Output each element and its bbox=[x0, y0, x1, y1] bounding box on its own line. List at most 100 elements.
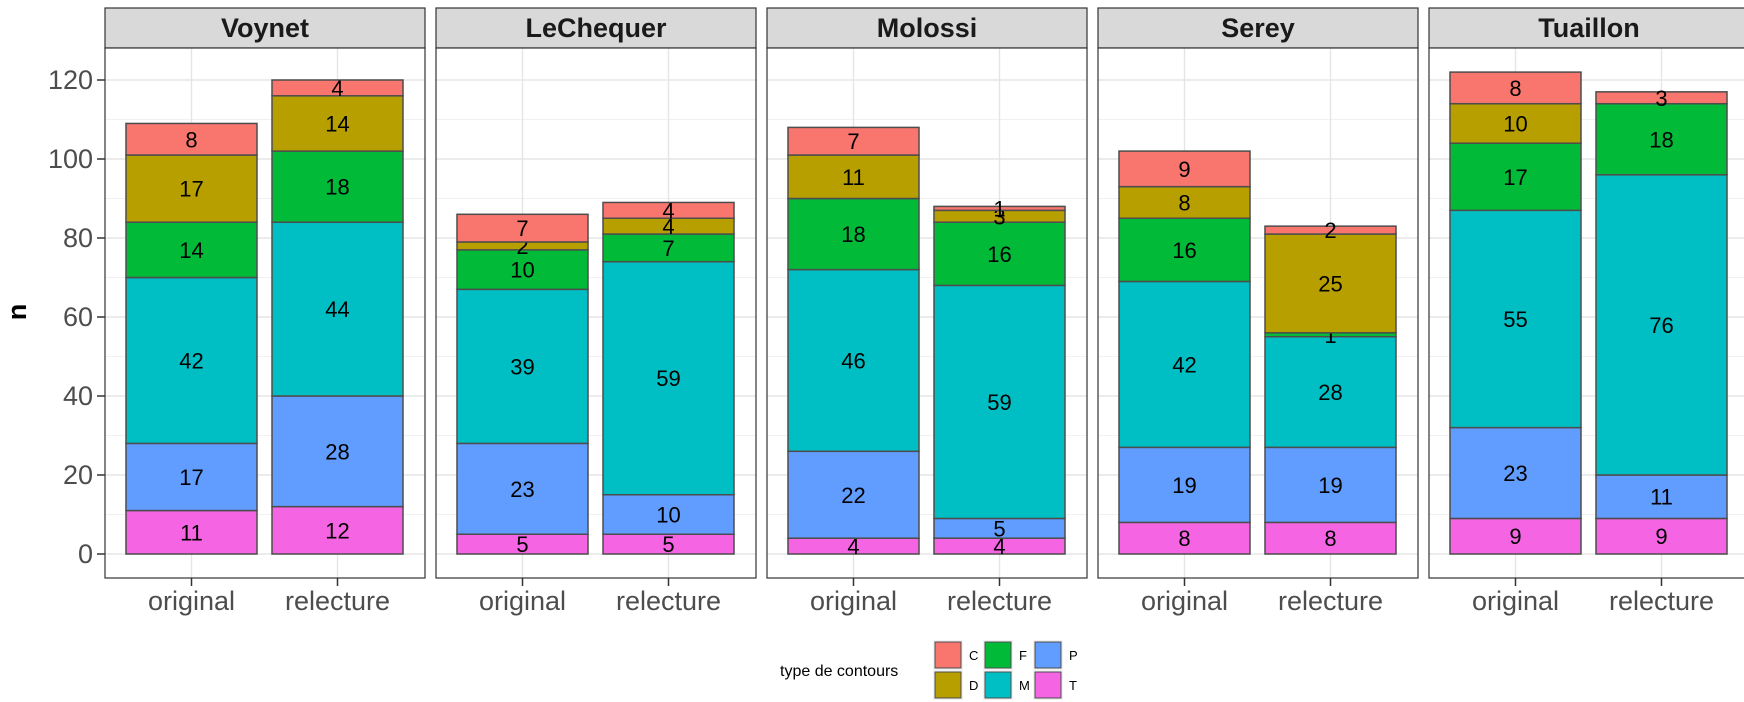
legend-key-label: F bbox=[1019, 648, 1027, 663]
bar-value-label: 2 bbox=[1324, 218, 1336, 243]
bar-value-label: 76 bbox=[1649, 313, 1673, 338]
bar-segment-M bbox=[1264, 336, 1397, 449]
legend-key-label: M bbox=[1019, 678, 1030, 693]
bar-segment-F bbox=[271, 150, 404, 223]
bar-value-label: 23 bbox=[1503, 461, 1527, 486]
bar-value-label: 17 bbox=[179, 177, 203, 202]
legend-key-swatch bbox=[934, 641, 962, 669]
bar-value-label: 16 bbox=[1172, 238, 1196, 263]
legend-title: type de contours bbox=[780, 663, 898, 680]
bar-value-label: 11 bbox=[180, 520, 203, 545]
bar-segment-C bbox=[456, 213, 589, 243]
bar-value-label: 28 bbox=[1318, 380, 1342, 405]
bar-segment-F bbox=[933, 221, 1066, 287]
bar-segment-C bbox=[1118, 150, 1251, 188]
bar-value-label: 8 bbox=[1178, 526, 1190, 551]
legend-item: P bbox=[1033, 640, 1078, 670]
panel-border bbox=[1428, 47, 1744, 579]
bar-value-label: 17 bbox=[179, 465, 203, 490]
bar-value-label: 7 bbox=[847, 129, 859, 154]
bar-segment-D bbox=[787, 154, 920, 200]
bar-value-label: 18 bbox=[325, 175, 349, 200]
bar-segment-C bbox=[1264, 225, 1397, 235]
bar-value-label: 42 bbox=[179, 348, 203, 373]
bar-segment-D bbox=[1264, 233, 1397, 334]
bar-value-label: 28 bbox=[325, 439, 349, 464]
facet-strip-label: Tuaillon bbox=[1538, 13, 1640, 43]
stacked-bar: 12 28 44 18 14 4 bbox=[271, 76, 404, 555]
bar-value-label: 10 bbox=[656, 503, 680, 528]
facet-strip bbox=[1097, 7, 1419, 49]
facet-panel: Voynet 11 17 42 14 17 8 original 12 28 44 18 14 4 rele… bbox=[104, 7, 426, 616]
y-axis: 0 20 40 60 80 100 120 bbox=[48, 65, 105, 569]
legend-item: D bbox=[933, 670, 978, 700]
bar-value-label: 46 bbox=[841, 348, 865, 373]
bar-segment-C bbox=[125, 122, 258, 156]
facet-panel: Molossi4224618117original45591631relectu… bbox=[766, 7, 1088, 616]
bar-segment-M bbox=[1449, 209, 1582, 429]
bar-value-label: 10 bbox=[1503, 111, 1527, 136]
bar-segment-T bbox=[1264, 521, 1397, 555]
bar-segment-M bbox=[933, 284, 1066, 520]
stacked-bar: 4 22 46 18 11 7 bbox=[787, 126, 920, 559]
legend: type de contours CD FM PT bbox=[780, 640, 1078, 700]
bar-value-label: 4 bbox=[331, 76, 343, 101]
bar-value-label: 11 bbox=[1650, 485, 1673, 510]
bar-segment-P bbox=[1264, 446, 1397, 524]
bar-value-label: 1 bbox=[993, 196, 1005, 221]
legend-key-swatch bbox=[934, 671, 962, 699]
bar-segment-T bbox=[1118, 521, 1251, 555]
bar-value-label: 42 bbox=[1172, 352, 1196, 377]
x-tick-label: original bbox=[148, 586, 235, 616]
bar-value-label: 3 bbox=[1655, 86, 1667, 111]
bar-segment-P bbox=[456, 442, 589, 535]
facet-strip-label: LeChequer bbox=[525, 13, 667, 43]
bar-segment-P bbox=[1118, 446, 1251, 524]
bar-value-label: 4 bbox=[993, 534, 1005, 559]
facet-strip-label: Molossi bbox=[877, 13, 978, 43]
bar-value-label: 14 bbox=[325, 111, 349, 136]
bar-segment-P bbox=[602, 494, 735, 535]
bar-value-label: 16 bbox=[987, 242, 1011, 267]
bar-segment-P bbox=[271, 395, 404, 508]
stacked-bar: 11 17 42 14 17 8 bbox=[125, 122, 258, 555]
bar-value-label: 8 bbox=[1324, 526, 1336, 551]
x-tick-label: original bbox=[810, 586, 897, 616]
legend-item: M bbox=[983, 670, 1030, 700]
bar-value-label: 8 bbox=[185, 127, 197, 152]
bar-segment-T bbox=[125, 509, 258, 555]
facet-strip-label: Serey bbox=[1221, 13, 1295, 43]
bar-value-label: 39 bbox=[510, 354, 534, 379]
bar-segment-C bbox=[602, 201, 735, 219]
bar-value-label: 18 bbox=[1649, 127, 1673, 152]
facet-panels: Voynet11174214178original12284418144rele… bbox=[104, 7, 1744, 616]
facet-strip bbox=[766, 7, 1088, 49]
bar-value-label: 12 bbox=[325, 518, 349, 543]
stacked-bar: 9 11 76 18 3 bbox=[1595, 86, 1728, 555]
x-tick-label: relecture bbox=[616, 586, 721, 616]
bar-segment-C bbox=[933, 205, 1066, 212]
bar-segment-M bbox=[456, 288, 589, 445]
y-tick-label: 40 bbox=[63, 381, 93, 411]
bar-segment-M bbox=[602, 260, 735, 496]
bar-value-label: 44 bbox=[325, 297, 349, 322]
bar-value-label: 5 bbox=[516, 532, 528, 557]
bar-segment-D bbox=[271, 95, 404, 152]
bar-value-label: 14 bbox=[179, 238, 203, 263]
bar-segment-F bbox=[456, 249, 589, 291]
y-tick-label: 60 bbox=[63, 302, 93, 332]
legend-item: C bbox=[933, 640, 978, 670]
x-tick-label: relecture bbox=[1278, 586, 1383, 616]
bar-value-label: 19 bbox=[1318, 473, 1342, 498]
bar-value-label: 59 bbox=[987, 390, 1011, 415]
bar-value-label: 25 bbox=[1318, 271, 1342, 296]
bar-segment-T bbox=[1595, 517, 1728, 555]
stacked-bar: 9 23 55 17 10 8 bbox=[1449, 71, 1582, 555]
x-tick-label: original bbox=[1141, 586, 1228, 616]
bar-segment-D bbox=[1118, 185, 1251, 219]
bar-segment-M bbox=[125, 276, 258, 445]
legend-key-label: P bbox=[1069, 648, 1078, 663]
